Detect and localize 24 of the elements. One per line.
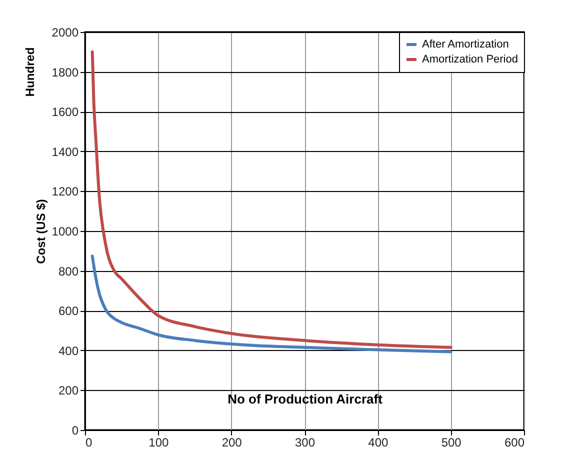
y-tick-label: 0 <box>72 424 79 438</box>
x-tick-label: 300 <box>294 436 316 450</box>
y-tick-label: 1600 <box>52 105 79 120</box>
y-tick-label: 800 <box>58 264 79 278</box>
y-tick-label: 1800 <box>52 65 79 80</box>
y-tick-label: 1200 <box>52 184 79 199</box>
y-axis-title: Cost (US $) <box>34 199 48 264</box>
x-axis-title: No of Production Aircraft <box>228 392 384 406</box>
x-tick-label: 200 <box>222 436 242 450</box>
y-tick-label: 400 <box>58 344 79 358</box>
x-tick-label: 600 <box>504 436 525 450</box>
y-tick-label: 1400 <box>52 144 79 159</box>
y-tick-label: 2000 <box>52 26 79 40</box>
text: Hundred <box>23 47 37 97</box>
y-tick-label: 200 <box>58 384 79 398</box>
line-series <box>90 254 452 354</box>
x-tick-label: 400 <box>368 436 388 450</box>
x-tick-label: 100 <box>148 436 169 450</box>
legend-label: After Amortization <box>422 38 509 50</box>
x-tick-label: 500 <box>441 436 462 450</box>
x-tick-label: 0 <box>86 436 92 450</box>
legend-label: Amortization Period <box>422 54 518 66</box>
y-tick-label: 1000 <box>52 224 79 238</box>
y-tick-label: 600 <box>58 304 79 318</box>
